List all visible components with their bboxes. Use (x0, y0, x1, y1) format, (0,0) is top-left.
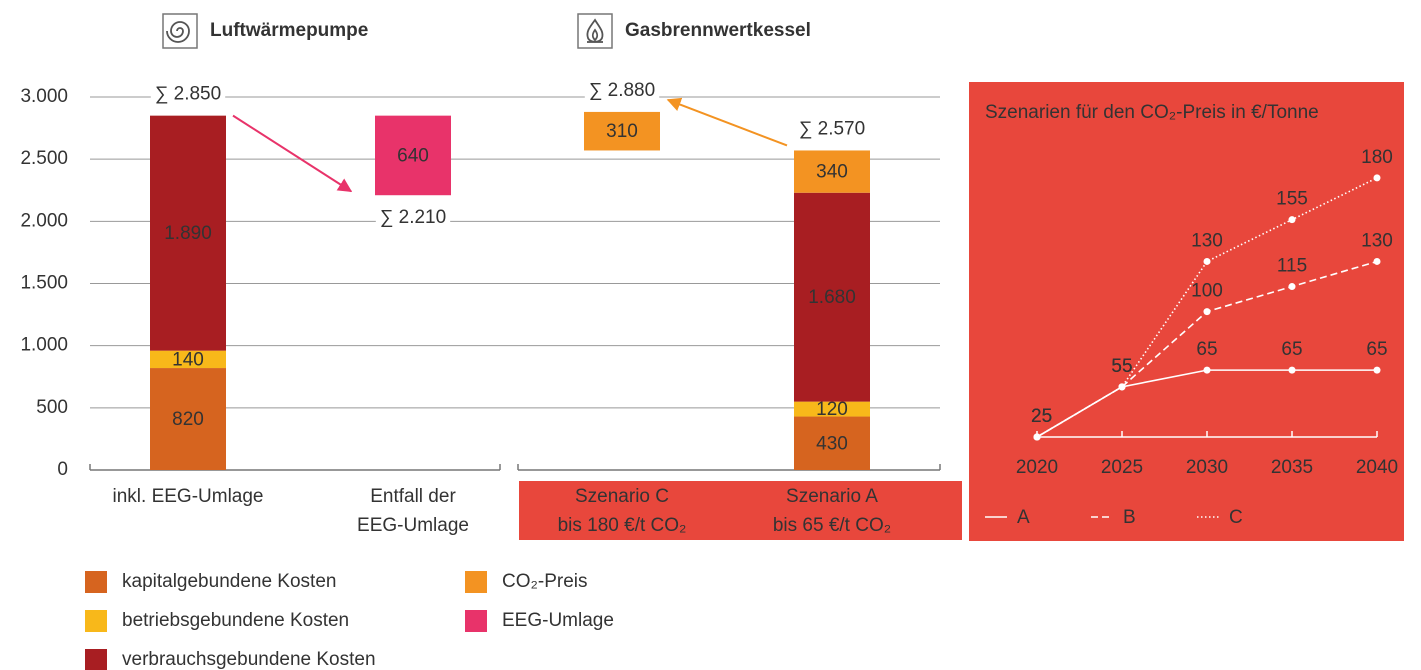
y-tick-label: 2.000 (20, 210, 68, 231)
x-tick-label: Szenario A (786, 486, 878, 507)
value-label: 65 (1366, 339, 1387, 360)
point (1373, 366, 1381, 374)
value-label: 65 (1196, 339, 1217, 360)
total-label: ∑ 2.880 (589, 80, 655, 101)
point (1288, 283, 1296, 291)
arrow (666, 97, 788, 147)
total-label: ∑ 2.850 (155, 84, 221, 105)
legend-label: kapitalgebundene Kosten (122, 571, 336, 592)
value-label: 430 (816, 433, 848, 454)
legend-label: C (1229, 507, 1243, 528)
total-label-bg (150, 83, 226, 105)
value-label: 55 (1111, 356, 1132, 377)
value-label: 180 (1361, 147, 1393, 168)
legend-swatch (85, 649, 107, 670)
y-tick-label: 500 (36, 397, 68, 418)
y-tick-label: 0 (57, 459, 68, 480)
value-label: 115 (1277, 256, 1307, 277)
x-tick-label: inkl. EEG-Umlage (113, 486, 264, 507)
y-tick-label: 2.500 (20, 148, 68, 169)
panel (969, 82, 1404, 541)
bar-segment (150, 350, 226, 369)
x-tick-label: Entfall der (370, 486, 456, 507)
bar-segment (375, 115, 451, 196)
value-label: 130 (1361, 230, 1393, 251)
legend-swatch (465, 610, 487, 632)
legend-label: EEG-Umlage (502, 610, 614, 631)
x-tick-label: 2030 (1186, 457, 1228, 478)
value-label: 65 (1281, 339, 1302, 360)
x-tick-label: bis 180 €/t CO₂ (558, 515, 687, 536)
bar-segment (794, 416, 870, 470)
value-label: 155 (1276, 189, 1308, 210)
legend-swatch (85, 571, 107, 593)
point (1203, 257, 1211, 265)
chart-title: Szenarien für den CO₂-Preis in €/Tonne (985, 102, 1319, 123)
value-label: 140 (172, 349, 204, 370)
value-label: 640 (397, 145, 429, 166)
total-label-bg (794, 118, 870, 140)
point (1118, 383, 1126, 391)
bar-segment (150, 368, 226, 470)
legend-label: betriebsgebundene Kosten (122, 610, 349, 631)
legend-swatch (465, 571, 487, 593)
legend-swatch (85, 610, 107, 632)
point (1373, 174, 1381, 182)
x-tick-label: EEG-Umlage (357, 515, 469, 536)
value-label: 310 (606, 121, 638, 142)
legend-label: B (1123, 507, 1136, 528)
total-label-bg (375, 207, 451, 229)
x-tick-label: 2020 (1016, 457, 1058, 478)
point (1033, 433, 1041, 441)
value-label: 1.680 (808, 287, 856, 308)
total-label: ∑ 2.570 (799, 118, 865, 139)
value-label: 55 (1111, 356, 1132, 377)
gas-boiler-icon (577, 13, 613, 49)
x-tick-label: 2035 (1271, 457, 1313, 478)
x-tick-label: 2040 (1356, 457, 1398, 478)
arrow (232, 114, 353, 193)
value-label: 1.890 (164, 223, 212, 244)
y-tick-label: 3.000 (20, 86, 68, 107)
legend-label: A (1017, 507, 1030, 528)
group-heading: Luftwärmepumpe (210, 20, 368, 41)
point (1203, 366, 1211, 374)
value-label: 120 (816, 399, 848, 420)
point (1288, 366, 1296, 374)
value-label: 25 (1031, 406, 1052, 427)
value-label: 25 (1031, 406, 1052, 427)
value-label: 340 (816, 162, 848, 183)
heat-pump-icon (162, 13, 198, 49)
category-band (519, 481, 962, 540)
x-tick-label: 2025 (1101, 457, 1143, 478)
bar-segment (794, 150, 870, 193)
legend-label: verbrauchsgebundene Kosten (122, 649, 376, 670)
x-tick-label: Szenario C (575, 486, 669, 507)
legend-label: CO₂-Preis (502, 571, 588, 592)
point (1203, 308, 1211, 316)
value-label: 25 (1031, 406, 1052, 427)
bar-segment (150, 115, 226, 351)
bar-segment (794, 401, 870, 417)
value-label: 820 (172, 409, 204, 430)
y-tick-label: 1.500 (20, 273, 68, 294)
value-label: 130 (1191, 230, 1223, 251)
y-tick-label: 1.000 (20, 335, 68, 356)
total-label: ∑ 2.210 (380, 207, 446, 228)
total-label-bg (584, 79, 660, 101)
bar-segment (794, 192, 870, 402)
bar-segment (584, 111, 660, 151)
point (1373, 257, 1381, 265)
point (1288, 216, 1296, 224)
x-tick-label: bis 65 €/t CO₂ (773, 515, 891, 536)
group-heading: Gasbrennwertkessel (625, 20, 811, 41)
value-label: 100 (1191, 281, 1223, 302)
value-label: 55 (1111, 356, 1132, 377)
line (1036, 177, 1378, 438)
